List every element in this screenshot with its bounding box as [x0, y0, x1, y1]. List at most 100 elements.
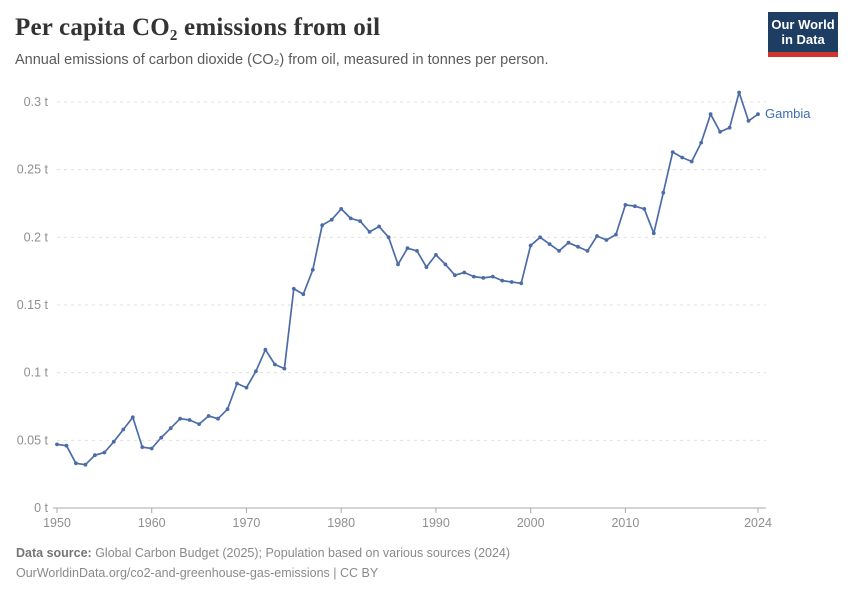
- data-point[interactable]: [329, 217, 334, 222]
- data-point[interactable]: [481, 276, 486, 280]
- data-point[interactable]: [737, 90, 741, 95]
- data-point[interactable]: [585, 249, 590, 253]
- y-tick-label: 0.1 t: [24, 366, 49, 380]
- data-point[interactable]: [434, 253, 438, 257]
- data-point[interactable]: [500, 278, 505, 283]
- x-tick-label: 1970: [233, 516, 261, 530]
- data-point[interactable]: [235, 381, 239, 386]
- data-point[interactable]: [547, 242, 552, 247]
- data-point[interactable]: [244, 385, 249, 390]
- data-point[interactable]: [93, 453, 97, 458]
- data-point[interactable]: [111, 439, 116, 444]
- data-point[interactable]: [699, 140, 704, 145]
- data-point[interactable]: [576, 244, 580, 249]
- chart-svg: 0 t 0.05 t 0.1 t 0.15 t 0.2 t 0.25 t 0.3 t 1950…: [17, 90, 811, 530]
- data-point[interactable]: [263, 347, 268, 352]
- data-point[interactable]: [756, 112, 760, 117]
- owid-logo: Our World in Data: [768, 12, 838, 57]
- data-source-label: Data source:: [16, 546, 92, 560]
- data-source-text: Global Carbon Budget (2025); Population …: [91, 546, 511, 560]
- data-point[interactable]: [566, 240, 571, 245]
- data-point[interactable]: [727, 125, 732, 130]
- data-point[interactable]: [651, 231, 656, 236]
- data-point[interactable]: [130, 415, 135, 420]
- y-tick-label: 0.25 t: [17, 163, 49, 177]
- data-point[interactable]: [689, 159, 694, 164]
- url-license-line: OurWorldinData.org/co2-and-greenhouse-ga…: [16, 566, 379, 580]
- x-tick-label: 1990: [422, 516, 450, 530]
- data-point[interactable]: [661, 190, 666, 195]
- data-point[interactable]: [348, 216, 353, 221]
- data-point[interactable]: [282, 366, 287, 371]
- data-point[interactable]: [396, 262, 400, 267]
- data-point[interactable]: [74, 461, 78, 466]
- data-point[interactable]: [377, 224, 381, 229]
- owid-logo-line1: Our World: [771, 17, 835, 32]
- data-point[interactable]: [64, 443, 69, 448]
- data-point[interactable]: [197, 422, 202, 426]
- series-line[interactable]: [56, 91, 759, 466]
- data-point[interactable]: [168, 426, 173, 431]
- page-title: Per capita CO₂ emissions from oil: [15, 14, 381, 41]
- data-point[interactable]: [291, 286, 296, 291]
- data-point[interactable]: [462, 270, 467, 275]
- y-tick-label: 0.15 t: [17, 298, 49, 312]
- data-point[interactable]: [614, 232, 618, 237]
- data-point[interactable]: [708, 112, 713, 117]
- data-point[interactable]: [206, 414, 211, 418]
- x-tick-label: 2000: [517, 516, 545, 530]
- data-point[interactable]: [310, 267, 315, 272]
- data-point[interactable]: [254, 369, 258, 374]
- line-chart[interactable]: 0 t 0.05 t 0.1 t 0.15 t 0.2 t 0.25 t 0.3 t 1950…: [0, 0, 850, 540]
- data-point[interactable]: [386, 235, 391, 240]
- chart-footer: Data source: Global Carbon Budget (2025)…: [16, 543, 836, 583]
- data-point[interactable]: [595, 234, 599, 238]
- data-point[interactable]: [746, 119, 751, 123]
- data-point[interactable]: [320, 223, 325, 228]
- data-point[interactable]: [273, 362, 277, 367]
- data-point[interactable]: [670, 150, 675, 155]
- data-point[interactable]: [121, 427, 126, 432]
- chart-subtitle: Annual emissions of carbon dioxide (CO₂)…: [15, 52, 549, 68]
- data-point[interactable]: [680, 155, 685, 160]
- data-point[interactable]: [642, 207, 647, 211]
- data-point[interactable]: [159, 435, 164, 440]
- x-tick-label: 1950: [43, 516, 71, 530]
- data-point[interactable]: [140, 445, 145, 449]
- data-point[interactable]: [519, 281, 524, 286]
- data-point[interactable]: [424, 265, 429, 269]
- x-tick-label: 2024: [744, 516, 772, 530]
- data-point[interactable]: [557, 249, 561, 253]
- data-point[interactable]: [633, 204, 637, 209]
- data-point[interactable]: [443, 262, 448, 267]
- data-point[interactable]: [490, 274, 495, 279]
- data-source-line: Data source: Global Carbon Budget (2025)…: [16, 543, 836, 563]
- x-tick-label: 1980: [327, 516, 355, 530]
- data-point[interactable]: [405, 246, 410, 251]
- data-point[interactable]: [453, 273, 457, 278]
- data-point[interactable]: [528, 243, 533, 248]
- data-point[interactable]: [225, 407, 230, 412]
- data-point[interactable]: [216, 416, 220, 421]
- data-point[interactable]: [55, 442, 59, 447]
- entity-label[interactable]: Gambia: [765, 106, 811, 121]
- data-point[interactable]: [471, 274, 476, 279]
- data-point[interactable]: [339, 207, 344, 211]
- data-point[interactable]: [623, 203, 628, 207]
- owid-logo-line2: in Data: [781, 32, 825, 47]
- data-point[interactable]: [509, 280, 514, 284]
- data-point[interactable]: [415, 249, 419, 253]
- data-point[interactable]: [538, 235, 542, 240]
- data-point[interactable]: [718, 129, 722, 134]
- data-point[interactable]: [178, 416, 183, 421]
- data-point[interactable]: [83, 462, 88, 467]
- data-point[interactable]: [187, 418, 192, 422]
- data-point[interactable]: [102, 450, 107, 455]
- data-point[interactable]: [301, 292, 306, 297]
- x-tick-label: 1960: [138, 516, 166, 530]
- data-point[interactable]: [367, 230, 372, 234]
- data-point[interactable]: [358, 219, 362, 224]
- data-point[interactable]: [149, 446, 154, 451]
- data-point[interactable]: [604, 238, 609, 242]
